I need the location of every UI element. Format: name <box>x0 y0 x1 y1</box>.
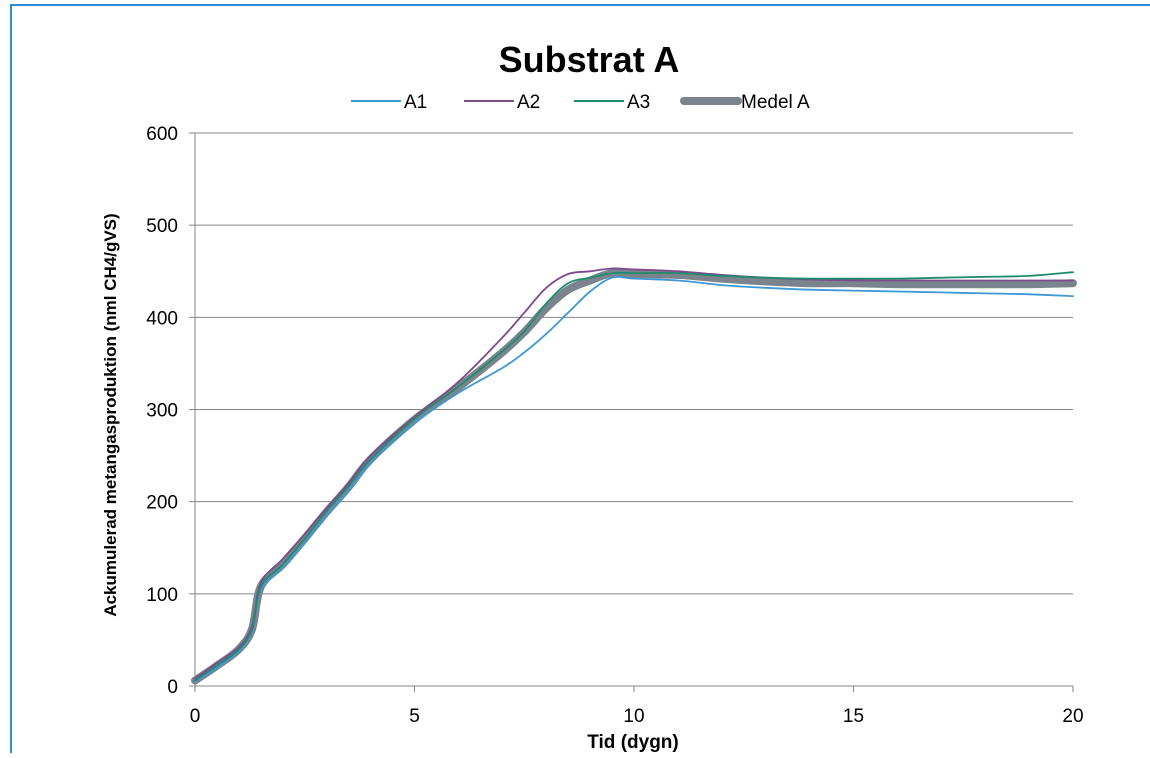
gridlines <box>195 132 1073 595</box>
legend-item: A1 <box>351 92 427 113</box>
x-tick-label: 5 <box>409 706 420 727</box>
y-tick-label: 500 <box>146 216 178 237</box>
y-tick-label: 100 <box>146 585 178 606</box>
legend-label: A1 <box>404 92 427 113</box>
y-axis-ticks: 0 100 200 300 400 500 600 <box>146 124 195 698</box>
legend-item: A3 <box>574 92 650 113</box>
y-tick-label: 200 <box>146 493 178 514</box>
legend-item: A2 <box>464 92 540 113</box>
y-tick-label: 400 <box>146 308 178 329</box>
chart-title: Substrat A <box>499 39 680 80</box>
y-tick-label: 0 <box>167 677 178 698</box>
chart-legend: A1 A2 A3 Medel A <box>351 92 810 113</box>
x-axis-ticks: 0 5 10 15 20 <box>190 686 1084 727</box>
y-tick-label: 300 <box>146 401 178 422</box>
x-tick-label: 20 <box>1062 706 1083 727</box>
legend-label: Medel A <box>741 92 810 113</box>
series-line-a3 <box>194 271 1074 682</box>
y-axis-label: Ackumulerad metangasproduktion (nml CH4/… <box>101 213 120 616</box>
series-line-a1 <box>194 275 1074 683</box>
legend-item: Medel A <box>680 92 810 113</box>
y-tick-label: 600 <box>146 124 178 145</box>
legend-label: A3 <box>627 92 650 113</box>
x-tick-label: 0 <box>190 706 201 727</box>
x-tick-label: 15 <box>843 706 864 727</box>
x-tick-label: 10 <box>623 706 644 727</box>
legend-label: A2 <box>517 92 540 113</box>
series-line-a2 <box>194 267 1074 680</box>
chart-frame <box>10 4 1150 758</box>
series-layer <box>191 267 1077 685</box>
x-axis-label: Tid (dygn) <box>587 732 678 753</box>
